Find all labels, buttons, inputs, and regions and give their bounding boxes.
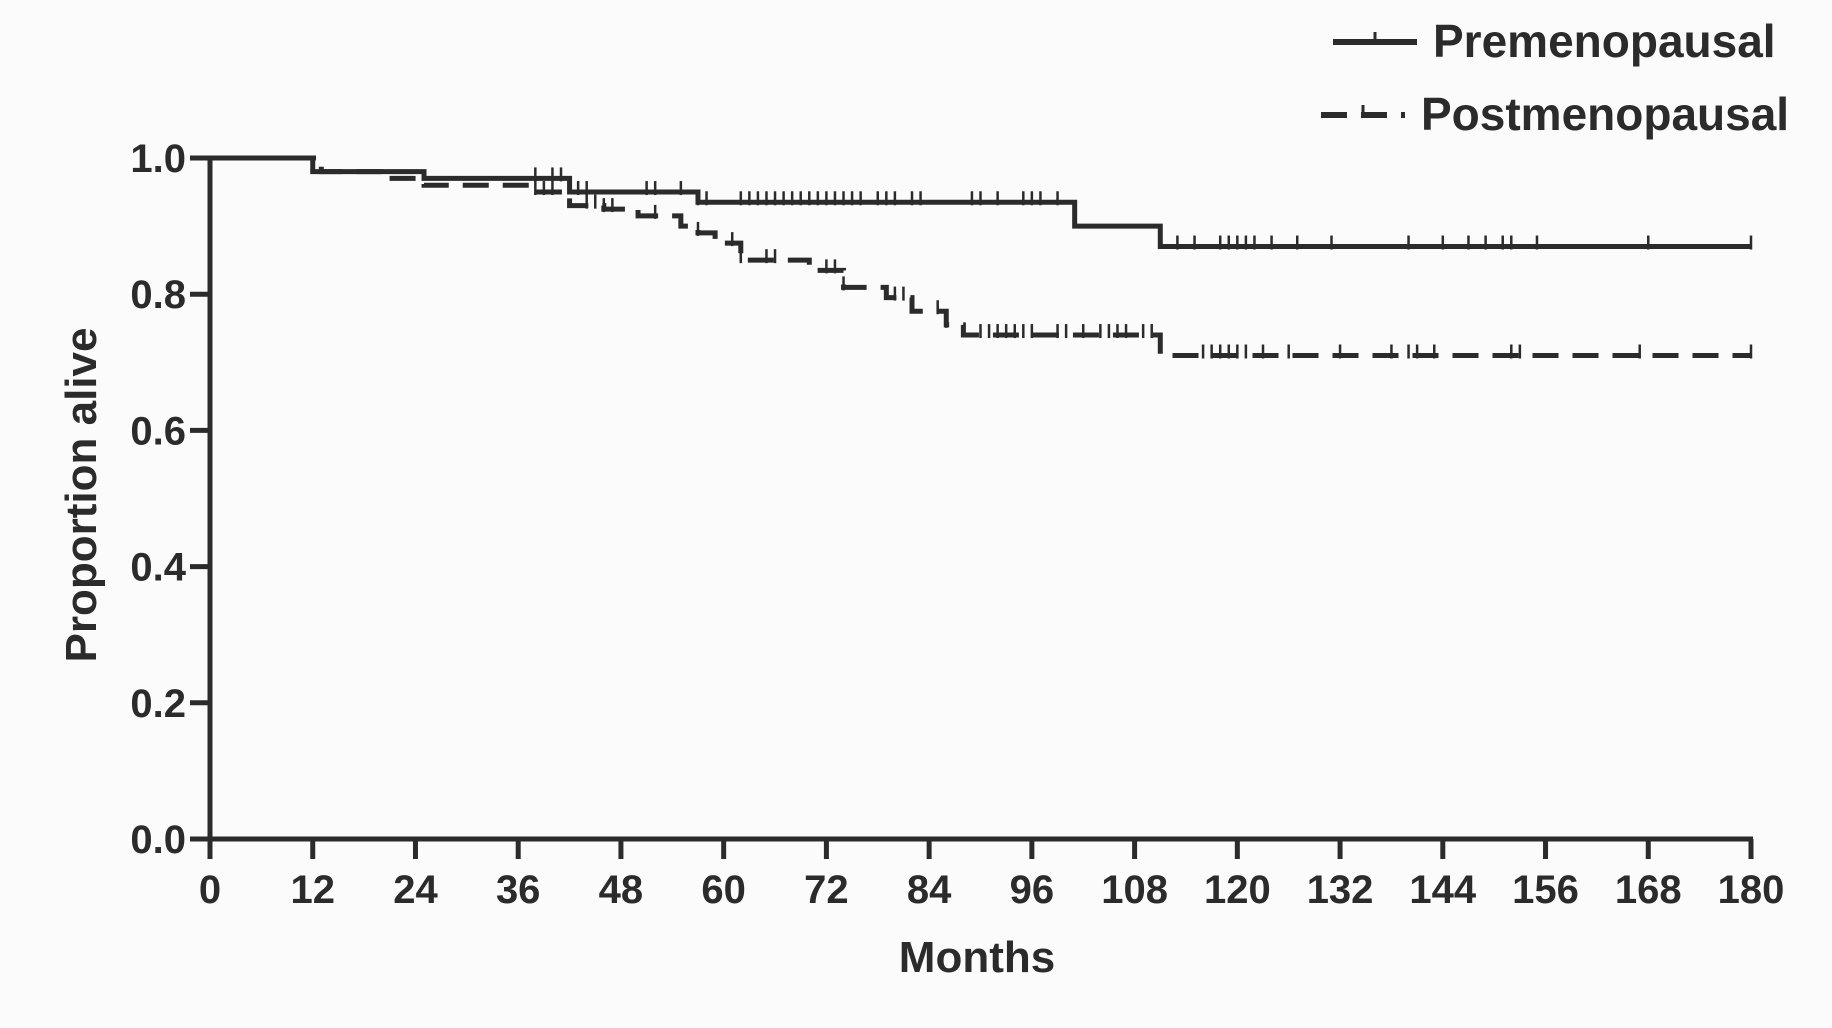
- axes: [207, 156, 1753, 842]
- legend-label-postmenopausal: Postmenopausal: [1421, 88, 1789, 140]
- x-tick-label: 96: [1010, 868, 1055, 912]
- x-tick-label: 120: [1204, 868, 1271, 912]
- x-tick-label: 156: [1512, 868, 1579, 912]
- survival-curves: [210, 155, 1753, 359]
- y-tick-label: 0.4: [130, 546, 186, 590]
- y-axis-label: Proportion alive: [57, 328, 106, 663]
- x-axis-label: Months: [899, 933, 1055, 982]
- postmenopausal-curve: [210, 155, 1751, 358]
- x-tick-label: 60: [701, 868, 746, 912]
- y-axis-ticks: 0.0 0.2 0.4 0.6 0.8 1.0: [130, 137, 210, 862]
- x-tick-label: 144: [1409, 868, 1476, 912]
- x-tick-label: 180: [1718, 868, 1785, 912]
- x-tick-label: 48: [599, 868, 644, 912]
- x-tick-label: 0: [199, 868, 221, 912]
- x-tick-label: 12: [290, 868, 335, 912]
- y-tick-label: 0.0: [130, 818, 186, 862]
- x-tick-label: 132: [1307, 868, 1374, 912]
- y-tick-label: 0.2: [130, 682, 186, 726]
- x-tick-label: 72: [804, 868, 849, 912]
- x-tick-label: 24: [393, 868, 438, 912]
- x-tick-label: 168: [1615, 868, 1682, 912]
- y-tick-label: 1.0: [130, 137, 186, 181]
- legend: Premenopausal Postmenopausal: [1321, 15, 1789, 140]
- x-tick-label: 84: [907, 868, 952, 912]
- x-tick-label: 36: [496, 868, 541, 912]
- y-tick-label: 0.6: [130, 409, 186, 453]
- x-axis-ticks: 0 12 24 36 48 60 72 84 96 108 120 132 144 156 168 180: [199, 839, 1785, 912]
- y-tick-label: 0.8: [130, 273, 186, 317]
- x-tick-label: 108: [1101, 868, 1168, 912]
- legend-label-premenopausal: Premenopausal: [1433, 15, 1776, 67]
